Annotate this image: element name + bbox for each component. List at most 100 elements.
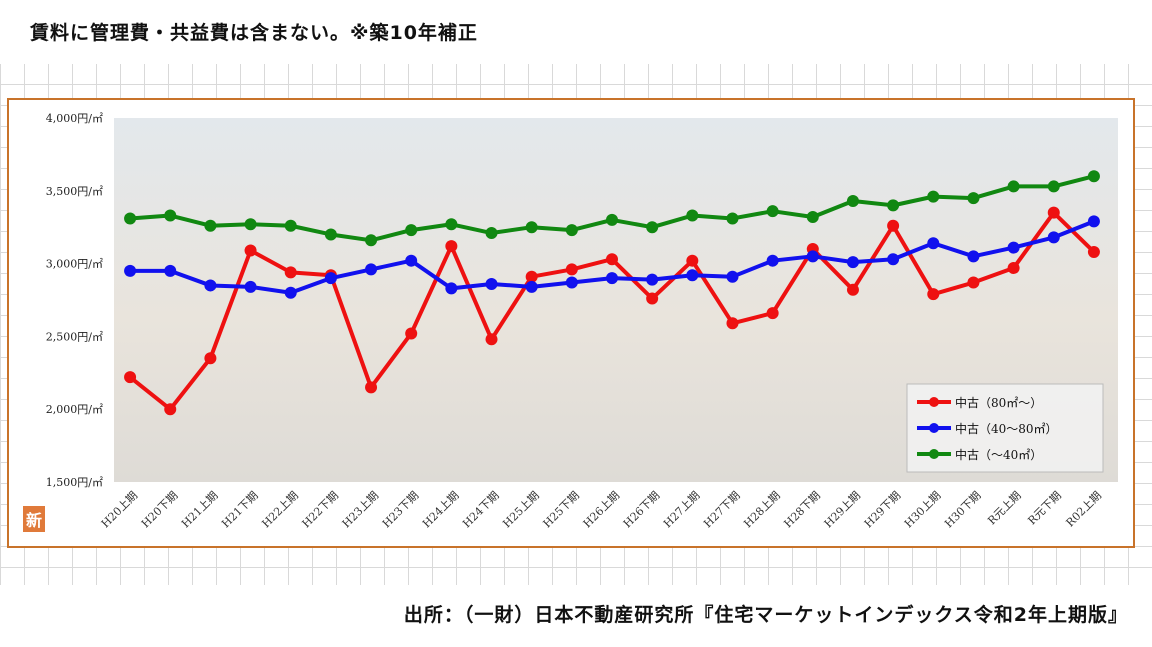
x-tick-label: H21下期	[219, 489, 260, 530]
line-chart: 4,000円/㎡ 3,500円/㎡ 3,000円/㎡ 2,500円/㎡ 2,000円/㎡…	[46, 112, 1118, 530]
data-point	[686, 269, 699, 282]
data-point	[244, 218, 257, 231]
x-tick-label: R元上期	[985, 489, 1023, 527]
data-point	[887, 219, 900, 232]
data-point	[244, 244, 257, 257]
data-point	[525, 280, 538, 293]
data-point	[1007, 180, 1020, 193]
data-point	[164, 209, 177, 222]
y-tick-label: 2,000円/㎡	[46, 403, 103, 416]
x-tick-label: H30下期	[942, 489, 983, 530]
new-badge-icon: 新	[23, 506, 45, 532]
data-point	[846, 283, 859, 296]
data-point	[967, 250, 980, 263]
x-tick-label: H28上期	[741, 489, 782, 530]
legend-swatch-marker	[929, 423, 939, 433]
data-point	[726, 270, 739, 283]
x-tick-label: R元下期	[1025, 489, 1063, 527]
data-point	[124, 212, 137, 225]
y-tick-label: 2,500円/㎡	[46, 330, 103, 343]
data-point	[686, 254, 699, 267]
data-point	[1047, 180, 1060, 193]
data-point	[766, 205, 779, 218]
data-point	[1007, 261, 1020, 274]
data-point	[1087, 170, 1100, 183]
footer-band	[0, 585, 1152, 647]
data-point	[646, 292, 659, 305]
data-point	[806, 211, 819, 224]
data-point	[606, 272, 618, 285]
data-point	[726, 317, 739, 330]
data-point	[164, 403, 177, 416]
x-tick-label: H30上期	[902, 489, 943, 530]
y-tick-label: 4,000円/㎡	[46, 112, 103, 125]
data-point	[565, 276, 578, 289]
data-point	[284, 286, 297, 299]
data-point	[565, 224, 578, 237]
x-tick-label: H25上期	[500, 489, 541, 530]
data-point	[1087, 245, 1100, 258]
data-point	[726, 212, 739, 225]
x-tick-label: H20下期	[139, 489, 180, 530]
legend-swatch-marker	[929, 449, 939, 459]
data-point	[927, 237, 940, 250]
x-tick-label: H26上期	[581, 489, 622, 530]
data-point	[445, 218, 458, 231]
x-tick-label: H23上期	[340, 489, 381, 530]
x-tick-label: H27下期	[701, 489, 742, 530]
header-note: 賃料に管理費・共益費は含まない。※築10年補正	[30, 22, 478, 44]
y-tick-label: 1,500円/㎡	[46, 476, 103, 489]
data-point	[1047, 206, 1060, 219]
data-point	[324, 228, 337, 241]
data-point	[646, 273, 659, 286]
data-point	[846, 256, 859, 269]
data-point	[766, 254, 779, 267]
data-point	[204, 279, 217, 292]
x-tick-label: R02上期	[1064, 489, 1105, 530]
data-point	[445, 282, 458, 295]
x-tick-label: H21上期	[179, 489, 220, 530]
data-point	[485, 333, 498, 346]
source-note: 出所：（一財）日本不動産研究所『住宅マーケットインデックス令和2年上期版』	[403, 604, 1128, 626]
x-tick-label: H24上期	[420, 489, 461, 530]
data-point	[284, 219, 297, 232]
data-point	[365, 263, 378, 276]
legend-swatch-marker	[929, 397, 939, 407]
data-point	[485, 277, 498, 290]
legend-label: 中古（80㎡～）	[955, 395, 1042, 410]
x-tick-label: H24下期	[460, 489, 501, 530]
data-point	[525, 221, 538, 234]
y-tick-label: 3,500円/㎡	[46, 185, 103, 198]
data-point	[124, 371, 137, 384]
data-point	[405, 224, 418, 237]
data-point	[164, 264, 177, 277]
chart-frame: 4,000円/㎡ 3,500円/㎡ 3,000円/㎡ 2,500円/㎡ 2,000円/㎡…	[7, 98, 1135, 548]
data-point	[565, 263, 578, 276]
data-point	[1047, 231, 1060, 244]
data-point	[204, 219, 217, 232]
data-point	[445, 240, 458, 253]
x-tick-label: H29上期	[822, 489, 863, 530]
data-point	[244, 280, 257, 293]
data-point	[927, 190, 940, 203]
data-point	[324, 272, 337, 285]
x-tick-label: H25下期	[541, 489, 582, 530]
data-point	[846, 194, 859, 207]
data-point	[365, 381, 378, 394]
data-point	[124, 264, 137, 277]
data-point	[967, 192, 980, 205]
x-tick-label: H23下期	[380, 489, 421, 530]
header-band	[0, 0, 1152, 64]
x-tick-label: H29下期	[862, 489, 903, 530]
x-tick-label: H26下期	[621, 489, 662, 530]
data-point	[927, 288, 940, 301]
legend-label: 中古（～40㎡）	[955, 447, 1042, 462]
data-point	[606, 213, 618, 226]
legend-label: 中古（40～80㎡）	[955, 421, 1058, 436]
data-point	[1087, 215, 1100, 228]
data-point	[365, 234, 378, 247]
data-point	[686, 209, 699, 222]
data-point	[485, 227, 498, 240]
x-tick-label: H28下期	[781, 489, 822, 530]
x-tick-label: H22下期	[300, 489, 341, 530]
